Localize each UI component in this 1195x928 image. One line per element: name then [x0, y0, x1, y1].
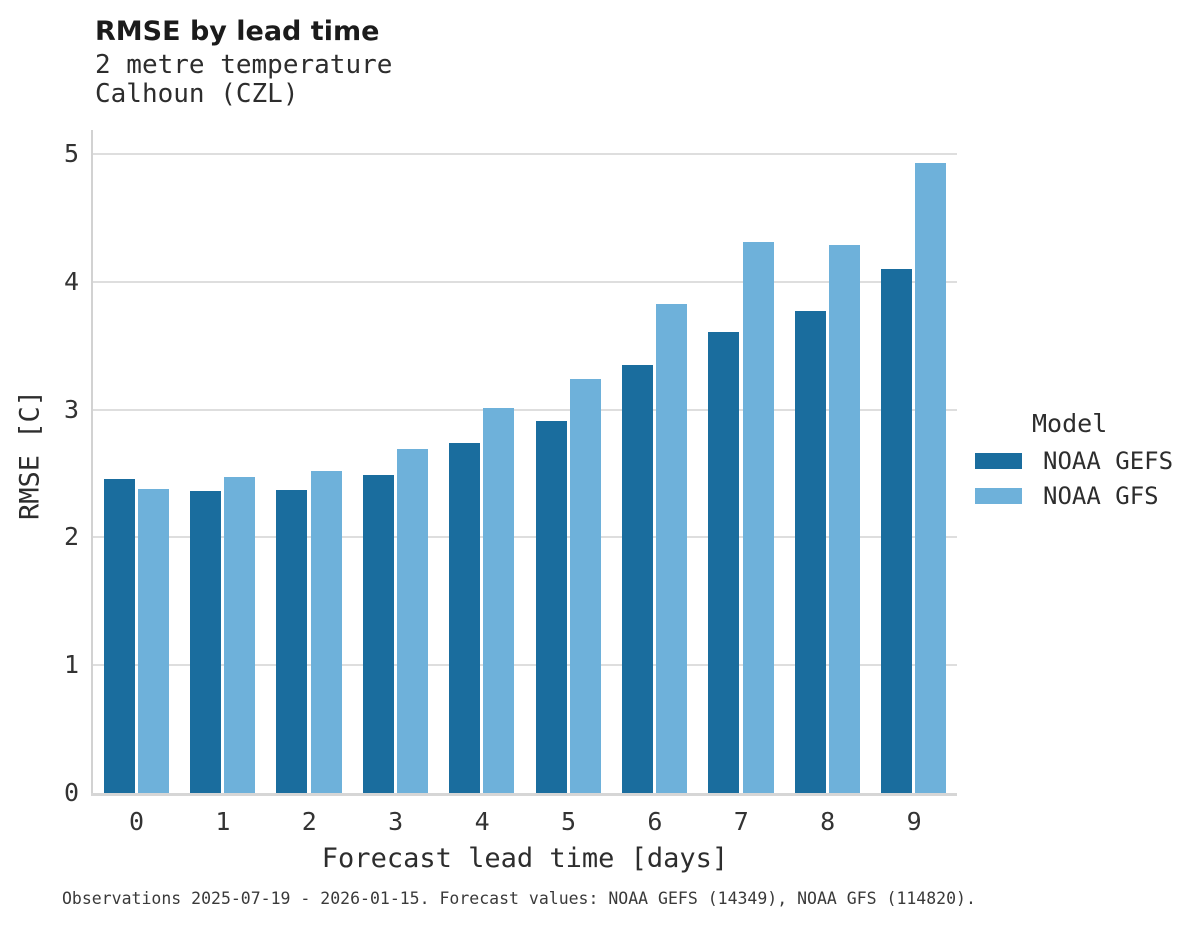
x-axis-line [91, 793, 957, 796]
gridline-y-2 [93, 536, 957, 539]
y-tick-label-1: 1 [63, 650, 79, 680]
legend-item-noaa-gfs: NOAA GFS [975, 482, 1190, 510]
bar-noaa-gfs-day-0 [137, 488, 169, 793]
x-tick-label-6: 6 [647, 807, 663, 836]
y-tick-label-2: 2 [63, 522, 79, 552]
x-tick-label-3: 3 [388, 807, 404, 836]
legend-item-noaa-gefs: NOAA GEFS [975, 447, 1190, 475]
y-tick-label-4: 4 [63, 266, 79, 296]
legend-title: Model [1032, 409, 1108, 438]
bar-noaa-gfs-day-3 [396, 449, 428, 793]
chart-caption: Observations 2025-07-19 - 2026-01-15. Fo… [62, 889, 976, 908]
gridline-y-3 [93, 408, 957, 411]
y-tick-label-5: 5 [63, 139, 79, 168]
bar-noaa-gefs-day-9 [881, 269, 913, 793]
bar-noaa-gfs-day-6 [656, 303, 688, 793]
legend: Model NOAA GEFS NOAA GFS [975, 410, 1190, 518]
bar-noaa-gefs-day-5 [535, 421, 567, 793]
x-tick-label-7: 7 [733, 807, 749, 836]
bar-noaa-gefs-day-2 [276, 490, 308, 793]
legend-label-noaa-gefs: NOAA GEFS [1043, 447, 1174, 475]
x-tick-label-5: 5 [560, 807, 577, 836]
bar-noaa-gfs-day-5 [569, 378, 601, 793]
y-tick-label-3: 3 [63, 394, 79, 424]
x-tick-label-0: 0 [128, 807, 145, 836]
y-axis-line [91, 130, 93, 796]
bar-noaa-gefs-day-8 [794, 311, 826, 793]
bar-noaa-gefs-day-4 [449, 442, 481, 793]
gridline-y-1 [93, 664, 957, 667]
x-tick-label-4: 4 [474, 807, 490, 836]
bar-noaa-gfs-day-9 [915, 162, 947, 793]
bar-noaa-gefs-day-3 [362, 474, 394, 793]
x-tick-label-9: 9 [906, 807, 922, 836]
bar-noaa-gfs-day-1 [224, 477, 256, 793]
x-tick-label-2: 2 [301, 807, 317, 836]
gridline-y-5 [93, 153, 957, 155]
legend-swatch-noaa-gefs [975, 453, 1022, 469]
gridline-y-4 [93, 280, 957, 283]
bar-noaa-gefs-day-6 [622, 364, 654, 793]
legend-swatch-noaa-gfs [975, 488, 1022, 504]
bar-noaa-gefs-day-1 [190, 491, 222, 793]
chart-subtitle-variable: 2 metre temperature [95, 50, 393, 80]
bar-noaa-gfs-day-4 [483, 408, 515, 793]
chart-subtitle-station: Calhoun (CZL) [95, 79, 299, 109]
plot-area [91, 130, 957, 796]
x-axis-title: Forecast lead time [days] [321, 843, 729, 874]
bar-noaa-gfs-day-7 [742, 242, 774, 793]
legend-label-noaa-gfs: NOAA GFS [1043, 482, 1159, 510]
bar-noaa-gfs-day-8 [828, 244, 860, 793]
y-tick-label-0: 0 [63, 778, 79, 807]
x-tick-label-8: 8 [820, 807, 836, 836]
bar-noaa-gefs-day-0 [103, 478, 135, 793]
x-tick-label-1: 1 [215, 807, 231, 836]
chart-title: RMSE by lead time [95, 16, 380, 47]
bar-noaa-gefs-day-7 [708, 331, 740, 793]
bar-noaa-gfs-day-2 [310, 470, 342, 793]
